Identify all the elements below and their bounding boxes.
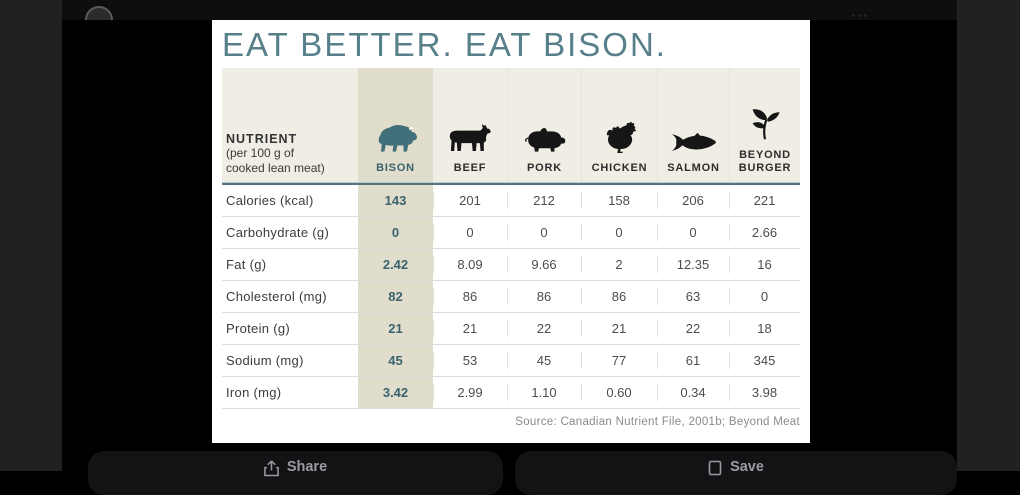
header-divider: [222, 182, 800, 185]
column-label: BEEF: [453, 161, 487, 174]
table-cell: 9.66: [507, 249, 581, 281]
column-label: BISON: [376, 161, 415, 174]
table-cell: 22: [507, 313, 581, 345]
nutrient-header-title: NUTRIENT: [226, 132, 298, 147]
table-cell: 8.09: [433, 249, 507, 281]
table-cell: 86: [433, 281, 507, 313]
row-label: Carbohydrate (g): [222, 217, 358, 249]
table-cell: 0: [433, 217, 507, 249]
column-header-beyond-burger: BEYOND BURGER: [729, 68, 800, 182]
table-cell: 0: [358, 217, 433, 249]
pig-icon: [524, 127, 565, 152]
column-label: SALMON: [667, 161, 720, 174]
table-cell: 21: [358, 313, 433, 345]
table-cell: 3.42: [358, 377, 433, 409]
chicken-icon: [606, 121, 636, 153]
table-cell: 86: [581, 281, 657, 313]
column-header-chicken: CHICKEN: [581, 68, 657, 182]
table-cell: 21: [581, 313, 657, 345]
table-cell: 86: [507, 281, 581, 313]
nutrient-header-sub2: cooked lean meat): [226, 160, 325, 175]
table-cell: 16: [729, 249, 800, 281]
infographic-title: EAT BETTER. EAT BISON.: [222, 26, 667, 63]
more-options-icon[interactable]: [852, 14, 867, 17]
table-cell: 77: [581, 345, 657, 377]
table-cell: 2: [581, 249, 657, 281]
column-header-pork: PORK: [507, 68, 581, 182]
left-page-panel: [0, 0, 62, 471]
table-cell: 345: [729, 345, 800, 377]
table-cell: 12.35: [657, 249, 729, 281]
sprout-icon: [752, 108, 780, 140]
table-cell: 0: [507, 217, 581, 249]
table-cell: 0: [657, 217, 729, 249]
table-cell: 0.60: [581, 377, 657, 409]
infographic-card[interactable]: EAT BETTER. EAT BISON. NUTRIENT (per 100…: [212, 20, 810, 443]
avatar[interactable]: [85, 6, 113, 20]
nutrition-table: NUTRIENT (per 100 g of cooked lean meat)…: [222, 68, 800, 409]
table-cell: 53: [433, 345, 507, 377]
table-cell: 2.42: [358, 249, 433, 281]
table-cell: 61: [657, 345, 729, 377]
bison-icon: [378, 124, 417, 152]
row-label: Sodium (mg): [222, 345, 358, 377]
row-label: Cholesterol (mg): [222, 281, 358, 313]
table-cell: 2.99: [433, 377, 507, 409]
table-cell: 158: [581, 185, 657, 217]
share-icon: [264, 460, 279, 477]
row-label: Iron (mg): [222, 377, 358, 409]
table-cell: 3.98: [729, 377, 800, 409]
salmon-icon: [671, 132, 716, 151]
table-cell: 45: [358, 345, 433, 377]
column-label: BEYOND BURGER: [738, 148, 792, 174]
table-cell: 82: [358, 281, 433, 313]
table-cell: 143: [358, 185, 433, 217]
row-label: Calories (kcal): [222, 185, 358, 217]
row-label: Fat (g): [222, 249, 358, 281]
share-button-label: Share: [286, 459, 328, 475]
nutrient-header-cell: NUTRIENT (per 100 g of cooked lean meat): [222, 68, 358, 182]
table-cell: 0: [729, 281, 800, 313]
table-cell: 45: [507, 345, 581, 377]
source-citation: Source: Canadian Nutrient File, 2001b; B…: [515, 416, 800, 428]
column-label: PORK: [527, 161, 562, 174]
save-button-label: Save: [730, 459, 764, 475]
bookmark-icon: [708, 460, 722, 476]
table-cell: 2.66: [729, 217, 800, 249]
table-cell: 21: [433, 313, 507, 345]
table-cell: 206: [657, 185, 729, 217]
column-header-bison: BISON: [358, 68, 433, 182]
row-label: Protein (g): [222, 313, 358, 345]
top-bar: [62, 0, 957, 20]
nutrient-header-sub1: (per 100 g of: [226, 146, 295, 161]
table-cell: 221: [729, 185, 800, 217]
table-cell: 22: [657, 313, 729, 345]
table-cell: 0.34: [657, 377, 729, 409]
table-cell: 201: [433, 185, 507, 217]
save-button[interactable]: Save: [515, 451, 957, 495]
table-cell: 212: [507, 185, 581, 217]
column-label: CHICKEN: [591, 161, 648, 174]
table-cell: 63: [657, 281, 729, 313]
table-cell: 18: [729, 313, 800, 345]
share-button[interactable]: Share: [88, 451, 503, 495]
cow-icon: [449, 123, 491, 151]
table-cell: 1.10: [507, 377, 581, 409]
table-cell: 0: [581, 217, 657, 249]
right-page-panel: [957, 0, 1020, 471]
column-header-salmon: SALMON: [657, 68, 729, 182]
column-header-beef: BEEF: [433, 68, 507, 182]
